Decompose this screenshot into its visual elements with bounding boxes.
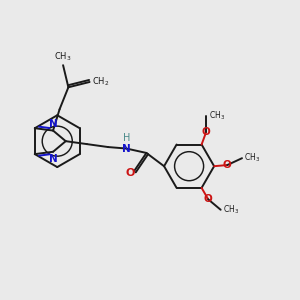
Text: O: O [126,168,135,178]
Text: N: N [49,118,57,128]
Text: CH$_3$: CH$_3$ [54,50,72,63]
Text: H: H [123,133,130,142]
Text: O: O [202,127,211,137]
Text: N: N [122,143,131,154]
Text: O: O [223,160,232,170]
Text: CH$_3$: CH$_3$ [244,152,260,164]
Text: O: O [204,194,213,204]
Text: CH$_3$: CH$_3$ [208,110,225,122]
Text: N: N [49,154,57,164]
Text: CH$_2$: CH$_2$ [92,75,109,88]
Text: CH$_3$: CH$_3$ [223,203,239,216]
